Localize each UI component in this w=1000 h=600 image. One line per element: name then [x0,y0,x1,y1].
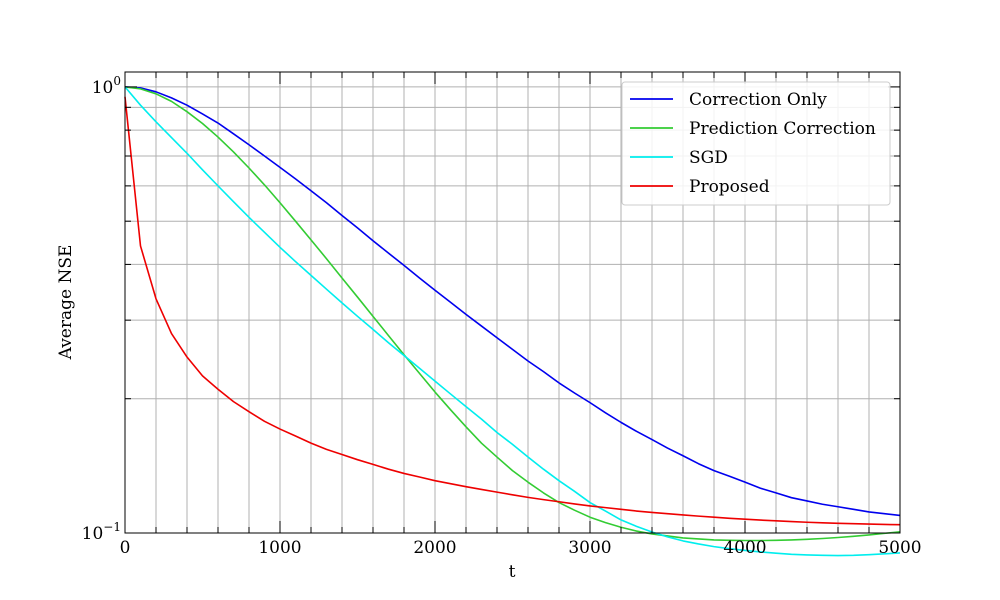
plot-area-frame [124,71,901,534]
y-tick-label: 10−1 [82,520,121,544]
x-tick-label: 5000 [878,538,921,558]
legend-entries: Correction Only Prediction Correction SGD P… [630,90,876,197]
series-line-correction-only [124,86,901,517]
gridlines [125,72,900,533]
x-axis-label: t [509,562,516,582]
legend-label: Proposed [689,177,770,197]
x-tick-label: 2000 [413,538,456,558]
legend: Correction Only Prediction Correction SGD P… [621,81,891,206]
legend-label: SGD [689,148,728,168]
y-axis-label: Average NSE [56,245,76,361]
legend-box [621,81,891,206]
legend-label: Prediction Correction [689,119,876,139]
x-tick-label: 4000 [723,538,766,558]
series-line-proposed [124,96,901,526]
series-line-prediction-correction [124,86,901,542]
series-lines [124,86,901,557]
x-tick-label: 1000 [258,538,301,558]
series-line-sgd [124,86,901,557]
x-tick-label: 3000 [568,538,611,558]
y-tick-labels: 100 10−1 [82,74,121,544]
y-tick-label: 100 [92,74,121,98]
legend-label: Correction Only [689,90,827,110]
x-tick-label: 0 [120,538,131,558]
x-tick-labels: 0 1000 2000 3000 4000 5000 [120,538,922,558]
